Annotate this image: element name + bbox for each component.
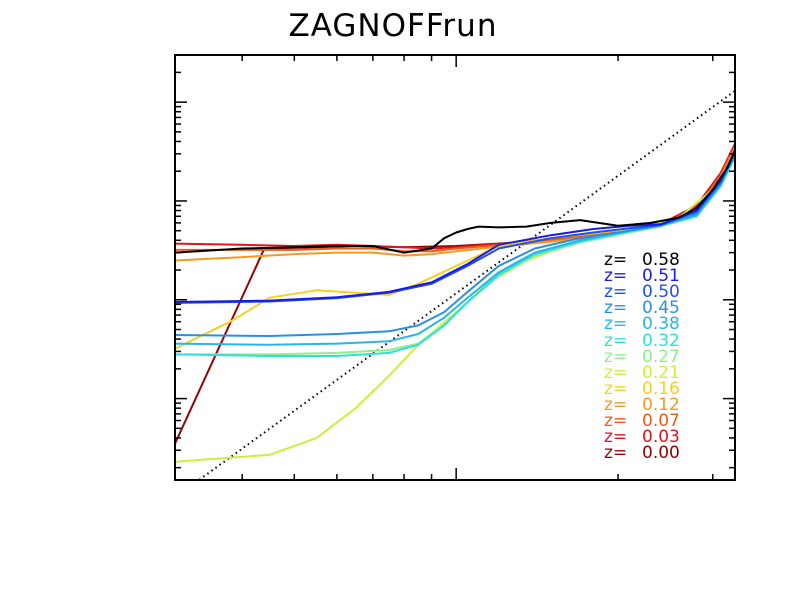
legend-item: z= 0.45 xyxy=(604,300,680,317)
legend-item: z= 0.03 xyxy=(604,429,680,446)
reference-line-layer xyxy=(197,90,735,480)
legend-prefix: z= xyxy=(604,427,628,448)
plot-frame xyxy=(174,54,736,481)
legend-value: 0.51 xyxy=(642,266,680,287)
legend-value: 0.50 xyxy=(642,282,680,303)
legend-value: 0.16 xyxy=(642,378,680,399)
legend-prefix: z= xyxy=(604,298,628,319)
chart-title: ZAGNOFFrun xyxy=(288,8,498,44)
legend-value: 0.38 xyxy=(642,314,680,335)
legend-value: 0.03 xyxy=(642,427,680,448)
legend-item: z= 0.07 xyxy=(604,413,680,430)
series-line-z-0.03 xyxy=(175,143,735,250)
legend-item: z= 0.12 xyxy=(604,394,680,415)
legend-prefix: z= xyxy=(604,362,628,383)
legend-prefix: z= xyxy=(604,266,628,287)
series-line-z-0.38 xyxy=(175,154,735,346)
legend-prefix: z= xyxy=(604,314,628,335)
legend-prefix: z= xyxy=(604,443,628,464)
legend-item: z= 0.51 xyxy=(604,268,680,285)
legend-item: z= 0.32 xyxy=(604,330,680,351)
legend-prefix: z= xyxy=(604,330,628,351)
legend-value: 0.27 xyxy=(642,346,680,367)
legend-value: 0.21 xyxy=(642,362,680,383)
legend-prefix: z= xyxy=(604,282,628,303)
legend-value: 0.12 xyxy=(642,394,680,415)
series-layer xyxy=(175,143,735,463)
legend-prefix: z= xyxy=(604,250,628,270)
legend-value: 0.58 xyxy=(642,250,680,270)
legend-value: 0.07 xyxy=(642,411,680,431)
legend-value: 0.45 xyxy=(642,298,680,319)
reference-line xyxy=(197,90,735,480)
legend-item: z= 0.58 xyxy=(604,252,680,269)
legend-prefix: z= xyxy=(604,346,628,367)
legend-item: z= 0.00 xyxy=(604,445,680,462)
series-line-z-0.12 xyxy=(175,147,735,262)
series-line-z-0.51 xyxy=(175,150,735,303)
legend-value: 0.00 xyxy=(642,443,680,464)
legend-item: z= 0.21 xyxy=(604,362,680,383)
legend-value: 0.32 xyxy=(642,330,680,351)
legend-item: z= 0.16 xyxy=(604,378,680,399)
legend-item: z= 0.38 xyxy=(604,316,680,333)
legend-prefix: z= xyxy=(604,394,628,415)
legend-prefix: z= xyxy=(604,411,628,431)
series-line-z-0.45 xyxy=(175,153,735,337)
legend-item: z= 0.27 xyxy=(604,346,680,367)
series-line-z-0.07 xyxy=(175,145,735,253)
legend-item: z= 0.50 xyxy=(604,284,680,301)
axes-layer xyxy=(174,54,736,481)
series-line-z-0.58 xyxy=(175,149,735,254)
legend-prefix: z= xyxy=(604,378,628,399)
